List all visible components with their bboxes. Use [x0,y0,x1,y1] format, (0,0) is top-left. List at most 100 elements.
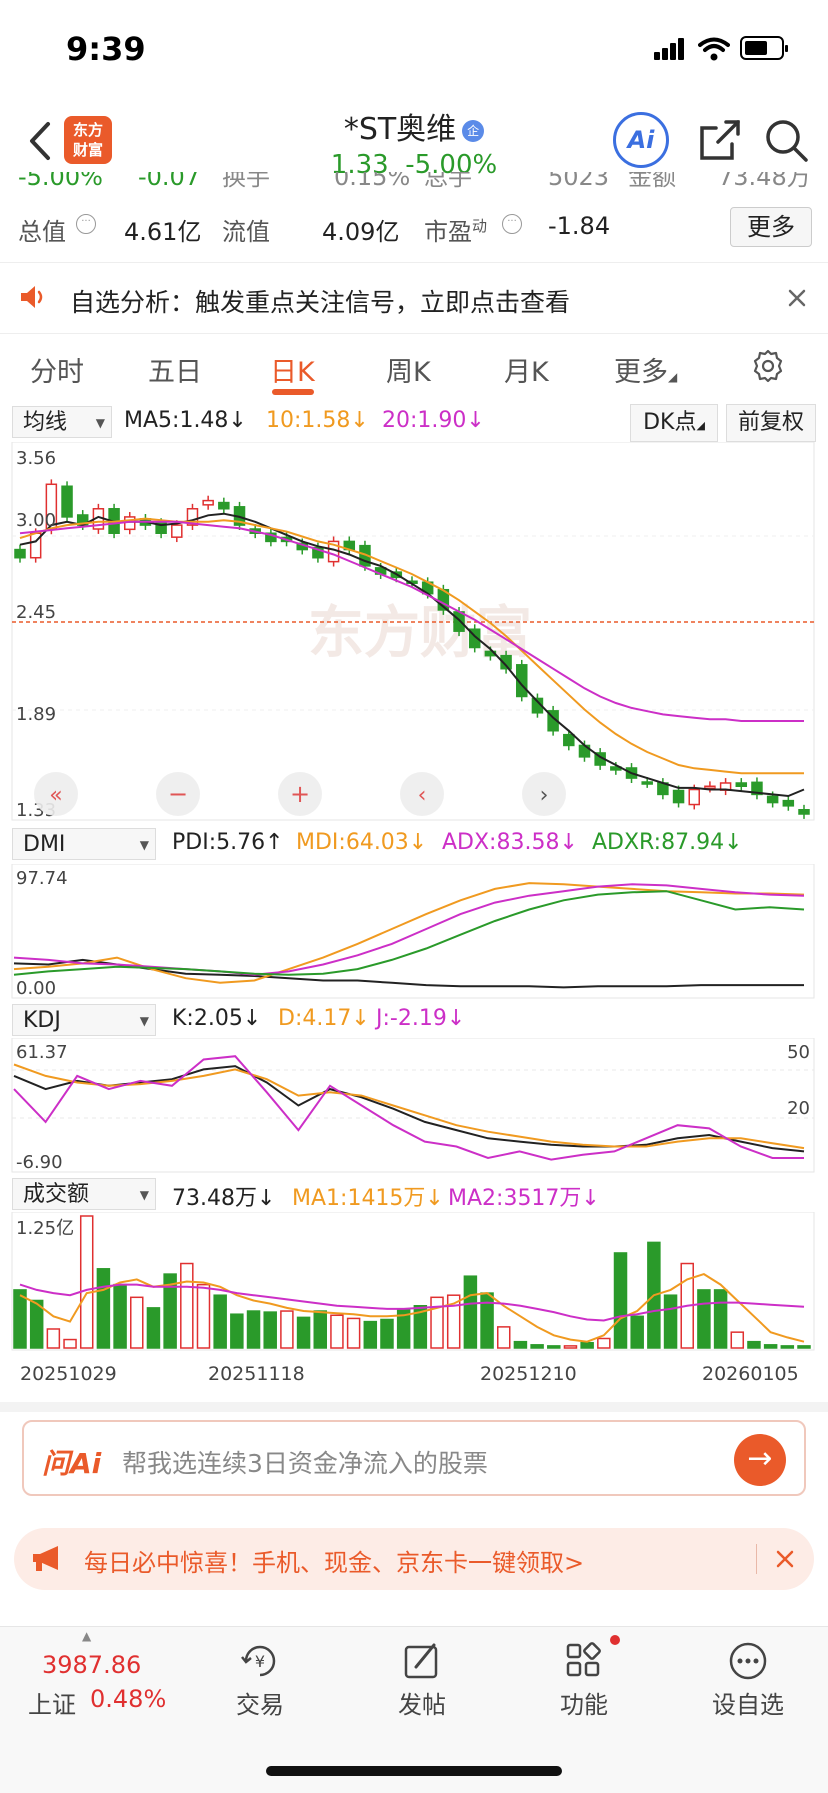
notification-dot [610,1635,620,1645]
metric-total-value: 4.61亿 [124,218,202,246]
volume-bar [380,1318,394,1349]
index-value[interactable]: 3987.86 [42,1651,142,1679]
nav-function[interactable]: 功能 [560,1691,608,1719]
scroll-right-button[interactable] [522,772,566,816]
candle [312,546,324,559]
candle [516,664,528,698]
volume-bar [530,1344,544,1349]
ask-ai-box[interactable]: 问Ai 帮我选连续3日资金净流入的股票 → [22,1420,806,1496]
candle [14,548,26,559]
ask-ai-input[interactable]: 帮我选连续3日资金净流入的股票 [122,1449,488,1478]
metric-volume-label: 总手 [424,172,472,188]
dmi-chart[interactable]: 97.74 0.00 [0,864,828,1000]
share-icon[interactable] [696,116,744,164]
volume-bar [513,1340,528,1349]
volume-bar [213,1294,227,1349]
more-dots-icon[interactable] [726,1639,770,1683]
candle [202,499,214,506]
function-icon[interactable] [562,1639,606,1683]
jump-start-button[interactable] [34,772,78,816]
tab-more[interactable]: 更多◢ [614,357,678,388]
volume-bar [713,1289,728,1349]
candle [782,799,795,807]
more-button[interactable]: 更多 [730,207,812,247]
metric-change: -0.07 [138,172,201,188]
arrow-right-icon[interactable]: → [734,1434,786,1486]
dmi-tick-top: 97.74 [16,868,68,889]
trade-icon[interactable]: ¥ [238,1639,282,1683]
active-tab-indicator [272,389,314,395]
d-value: D:4.17↓ [278,1006,370,1031]
close-icon[interactable] [786,287,808,309]
volume-bar [246,1310,261,1349]
tab-monthly-k[interactable]: 月K [504,357,549,388]
volume-bar [597,1337,611,1349]
volume-selector[interactable]: 成交额 ▼ [12,1178,156,1210]
ma-line-20 [19,520,804,722]
volume-bar [79,1215,94,1349]
ma-selector[interactable]: 均线 ▼ [12,406,112,438]
volume-bar [280,1310,294,1349]
candle [61,485,73,518]
volume-bar [763,1344,778,1349]
kdj-chart[interactable]: 61.37 -6.90 50 20 [0,1038,828,1174]
kline-chart[interactable]: 东方财富 3.56 3.00 2.45 1.89 1.33 « − + ‹ › [0,442,828,822]
volume-bar [363,1320,378,1349]
nav-trade[interactable]: 交易 [236,1691,284,1719]
kdj-tick-20: 20 [787,1098,810,1119]
volume-bar [463,1275,478,1349]
price-tick-3.00: 3.00 [16,510,56,531]
search-icon[interactable] [762,116,810,164]
kdj-tick-50: 50 [787,1042,810,1063]
ma10-value: 10:1.58↓ [266,408,369,433]
volume-bar [46,1328,61,1349]
stock-name: *ST奥维企 [0,104,828,148]
dmi-line-adx [13,883,805,976]
zoom-out-button[interactable] [156,772,200,816]
zoom-in-button[interactable] [278,772,322,816]
dmi-tick-bottom: 0.00 [16,978,56,999]
nav-post[interactable]: 发帖 [398,1691,446,1719]
volume-bar [230,1313,244,1349]
scroll-left-button[interactable] [400,772,444,816]
volume-bar [430,1296,444,1349]
volume-bar [146,1307,161,1349]
ma5-value: MA5:1.48↓ [124,408,247,433]
pdi-value: PDI:5.76↑ [172,830,284,855]
k-value: K:2.05↓ [172,1006,262,1031]
volume-chart[interactable]: 1.25亿 20251029 20251118 20251210 2026010… [0,1212,828,1392]
ai-button[interactable]: Ai [613,112,669,168]
volume-bar [296,1316,311,1349]
speaker-icon [21,286,43,308]
volume-bar [13,1289,27,1349]
info-icon[interactable]: ··· [76,214,96,234]
tab-weekly-k[interactable]: 周K [386,357,431,388]
kdj-selector[interactable]: KDJ ▼ [12,1004,156,1036]
signal-icon [654,38,686,60]
settings-icon[interactable] [750,348,786,384]
tab-five-day[interactable]: 五日 [148,357,202,388]
dk-point-button[interactable]: DK点◢ [630,404,718,442]
amount-value: 73.48万↓ [172,1186,276,1211]
nav-add-watchlist[interactable]: 设自选 [712,1691,784,1719]
volume-bar [180,1262,194,1349]
adjust-button[interactable]: 前复权 [726,404,816,442]
svg-text:+: + [290,780,310,808]
close-icon[interactable] [774,1548,796,1570]
volume-bar [263,1311,277,1349]
back-button[interactable] [22,116,62,166]
dmi-selector[interactable]: DMI ▼ [12,828,156,860]
info-icon[interactable]: ··· [502,214,522,234]
post-icon[interactable] [400,1639,444,1683]
promo-banner[interactable]: 每日必中惊喜！手机、现金、京东卡一键领取> [14,1528,814,1590]
tab-daily-k[interactable]: 日K [270,357,315,388]
volume-ma-line-ma2 [19,1283,805,1322]
analysis-banner[interactable]: 自选分析：触发重点关注信号，立即点击查看 [0,262,828,334]
svg-text:‹: ‹ [418,783,427,808]
app-logo: 东方 财富 [64,116,112,164]
metric-turnover: 0.15% [334,172,411,188]
kdj-tick-top: 61.37 [16,1042,68,1063]
ask-ai-logo: 问Ai [42,1447,102,1480]
tab-intraday[interactable]: 分时 [30,357,84,388]
candle [218,501,230,510]
